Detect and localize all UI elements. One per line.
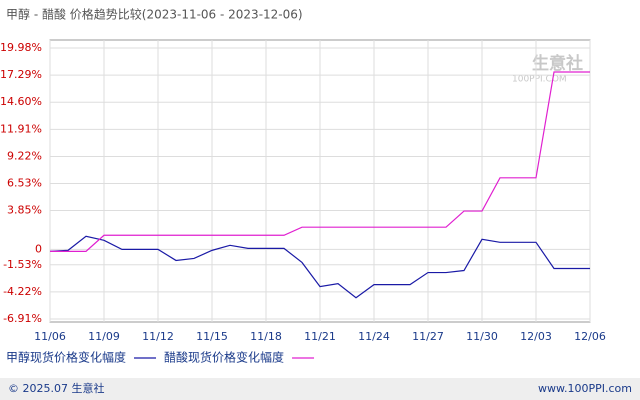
- x-tick-label: 11/15: [196, 330, 228, 343]
- x-tick-label: 11/09: [88, 330, 120, 343]
- y-tick-label: -6.91%: [3, 312, 42, 325]
- y-tick-label: 17.29%: [0, 68, 42, 81]
- y-tick-label: 9.22%: [7, 149, 42, 162]
- chart-title: 甲醇 - 醋酸 价格趋势比较(2023-11-06 - 2023-12-06): [6, 7, 303, 22]
- series-line: [50, 71, 590, 252]
- x-tick-label: 11/21: [304, 330, 336, 343]
- y-tick-label: 3.85%: [7, 204, 42, 217]
- legend-label: 甲醇现货价格变化幅度: [6, 350, 126, 365]
- x-tick-label: 11/12: [142, 330, 174, 343]
- y-tick-label: -4.22%: [3, 285, 42, 298]
- y-tick-label: 0: [35, 242, 42, 255]
- watermark-name: 生意社: [532, 53, 583, 74]
- y-tick-label: -1.53%: [3, 258, 42, 271]
- y-tick-label: 14.60%: [0, 95, 42, 108]
- footer-copyright: © 2025.07 生意社: [8, 381, 104, 395]
- x-tick-label: 11/24: [358, 330, 390, 343]
- footer-bar: [0, 378, 640, 400]
- x-tick-label: 11/27: [412, 330, 444, 343]
- x-tick-label: 12/03: [520, 330, 552, 343]
- y-tick-label: 11.91%: [0, 122, 42, 135]
- x-tick-label: 11/30: [466, 330, 498, 343]
- y-tick-label: 19.98%: [0, 41, 42, 54]
- series-line: [49, 235, 590, 299]
- x-tick-label: 11/06: [34, 330, 66, 343]
- watermark-url: 100PPI.COM: [512, 75, 567, 85]
- x-tick-label: 12/06: [574, 330, 606, 343]
- y-tick-label: 6.53%: [7, 177, 42, 190]
- x-tick-label: 11/18: [250, 330, 282, 343]
- legend-label: 醋酸现货价格变化幅度: [164, 350, 284, 365]
- footer-site: www.100PPI.com: [538, 382, 632, 395]
